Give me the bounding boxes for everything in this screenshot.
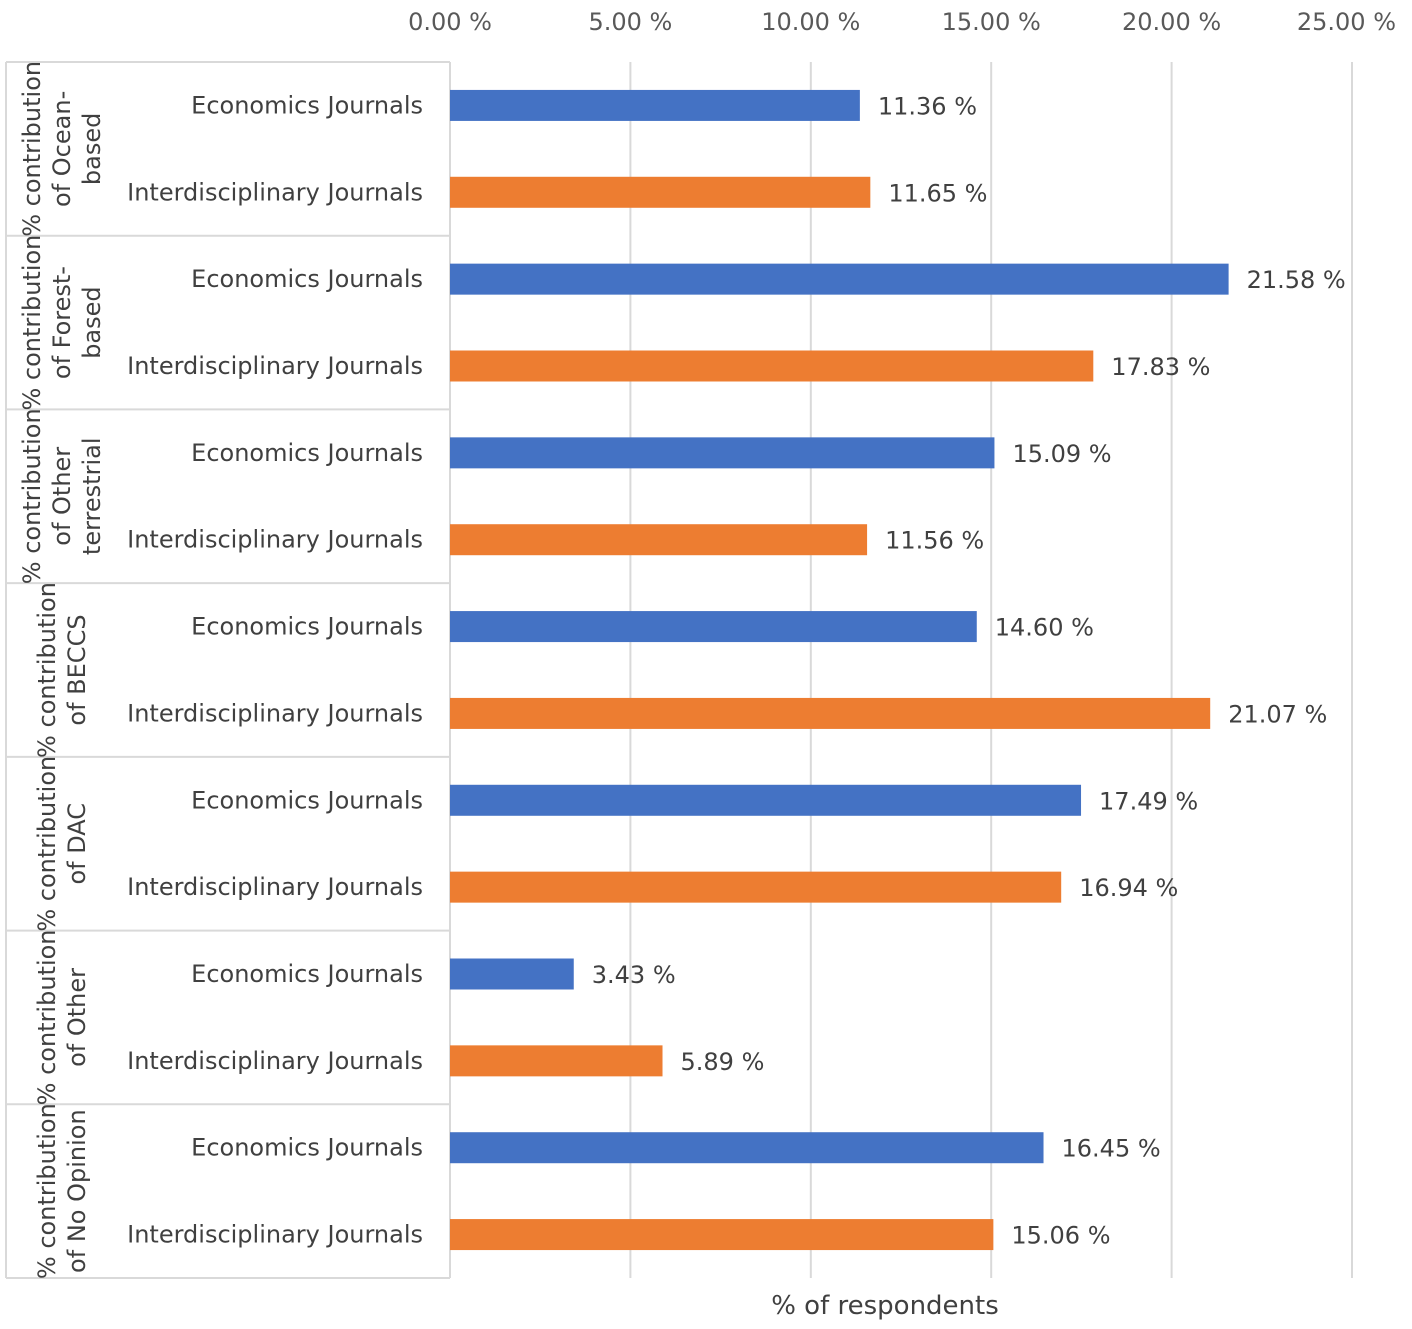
bar-interdisciplinary [450, 697, 1211, 729]
category-label: Economics Journals [191, 786, 423, 814]
group-label: terrestrial [78, 438, 106, 556]
category-label: Economics Journals [191, 439, 423, 467]
bar-economics [450, 437, 995, 469]
x-axis-title: % of respondents [771, 1291, 999, 1321]
category-label: Interdisciplinary Journals [127, 1047, 423, 1075]
group-label: based [78, 286, 106, 358]
bar-economics [450, 784, 1082, 816]
gridlines [629, 62, 1353, 1278]
x-tick-label: 15.00 % [942, 8, 1041, 36]
group-label: of Forest- [48, 266, 76, 379]
category-label: Interdisciplinary Journals [127, 873, 423, 901]
data-label: 14.60 % [995, 614, 1094, 642]
category-label: Interdisciplinary Journals [127, 352, 423, 380]
bar-interdisciplinary [450, 1219, 994, 1251]
data-label: 15.09 % [1012, 440, 1111, 468]
bar-economics [450, 958, 574, 990]
category-label: Economics Journals [191, 1134, 423, 1162]
x-tick-label: 0.00 % [408, 8, 492, 36]
group-label: of Other [48, 447, 76, 546]
x-tick-label: 10.00 % [761, 8, 860, 36]
group-label: of No Opinion [63, 1109, 91, 1273]
group-label: % contribution [33, 582, 61, 758]
group-label: % contribution [33, 1103, 61, 1279]
bar-interdisciplinary [450, 1045, 663, 1077]
group-label: based [78, 113, 106, 185]
bar-economics [450, 611, 977, 643]
data-label: 21.07 % [1228, 700, 1327, 728]
group-label: of BECCS [63, 614, 91, 725]
x-tick-label: 5.00 % [588, 8, 672, 36]
x-axis-ticks: 0.00 % 5.00 % 10.00 % 15.00 % 20.00 % 25.00 % [408, 8, 1396, 36]
bar-interdisciplinary [450, 176, 871, 208]
bar-interdisciplinary [450, 524, 868, 556]
x-tick-label: 25.00 % [1297, 8, 1396, 36]
category-label: Interdisciplinary Journals [127, 178, 423, 206]
category-label: Economics Journals [191, 91, 423, 119]
group-label: % contribution [33, 929, 61, 1105]
data-label: 16.45 % [1062, 1135, 1161, 1163]
data-label: 17.83 % [1111, 353, 1210, 381]
data-label: 15.06 % [1011, 1222, 1110, 1250]
data-label: 11.65 % [888, 179, 987, 207]
x-tick-label: 20.00 % [1122, 8, 1221, 36]
category-label: Economics Journals [191, 265, 423, 293]
bars [450, 89, 1229, 1251]
category-label: Economics Journals [191, 960, 423, 988]
category-label: Interdisciplinary Journals [127, 526, 423, 554]
data-label: 11.36 % [878, 92, 977, 120]
bar-economics [450, 263, 1229, 295]
data-label: 17.49 % [1099, 787, 1198, 815]
data-label: 16.94 % [1079, 874, 1178, 902]
bar-interdisciplinary [450, 350, 1094, 382]
data-label: 11.56 % [885, 527, 984, 555]
category-label: Interdisciplinary Journals [127, 699, 423, 727]
data-label: 3.43 % [592, 961, 676, 989]
bar-interdisciplinary [450, 871, 1062, 903]
group-label: of Ocean- [48, 91, 76, 207]
group-label: of DAC [63, 803, 91, 885]
category-label: Economics Journals [191, 613, 423, 641]
group-label: % contribution [18, 61, 46, 237]
group-label: % contribution [33, 756, 61, 932]
group-label: % contribution [18, 408, 46, 584]
bar-economics [450, 89, 860, 121]
group-label: of Other [63, 968, 91, 1067]
data-label: 21.58 % [1247, 266, 1346, 294]
group-label: % contribution [18, 235, 46, 411]
data-label: 5.89 % [681, 1048, 765, 1076]
bar-economics [450, 1132, 1044, 1164]
category-label: Interdisciplinary Journals [127, 1221, 423, 1249]
